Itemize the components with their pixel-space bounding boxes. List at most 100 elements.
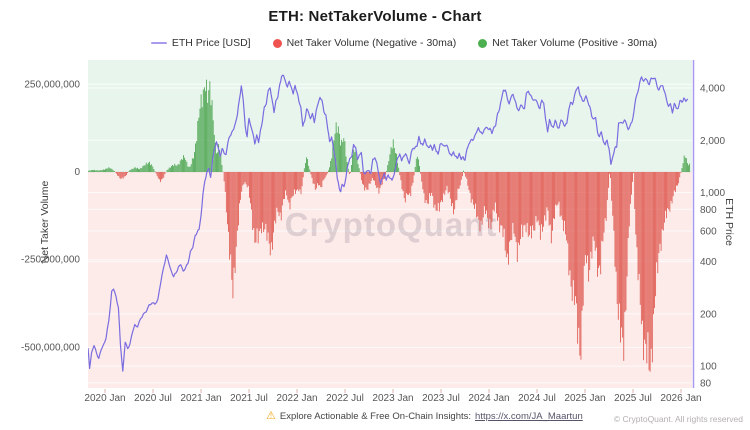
volume-bar — [521, 172, 523, 225]
volume-bar — [427, 172, 429, 204]
volume-bar — [513, 172, 515, 234]
volume-bar — [196, 141, 198, 172]
volume-bar — [200, 94, 202, 172]
volume-bar — [457, 172, 459, 189]
volume-bar — [214, 143, 216, 172]
volume-bar — [208, 90, 210, 172]
volume-bar — [256, 172, 258, 229]
volume-bar — [186, 161, 188, 172]
volume-bar — [288, 172, 290, 203]
volume-bar — [631, 172, 632, 195]
footer-link[interactable]: https://x.com/JA_Maartun — [475, 411, 583, 422]
volume-bar — [480, 172, 482, 221]
copyright-notice: © CryptoQuant. All rights reserved — [613, 414, 743, 424]
volume-bar — [194, 152, 195, 172]
volume-bar — [123, 172, 125, 177]
volume-bar — [528, 172, 530, 236]
volume-bar — [315, 172, 317, 189]
volume-bar — [93, 170, 94, 172]
volume-bar — [526, 172, 528, 224]
volume-bar — [472, 172, 474, 205]
volume-bar — [213, 134, 215, 172]
volume-bar — [109, 168, 111, 172]
volume-bar — [267, 172, 269, 233]
x-axis-tick-label: 2022 Jan — [276, 393, 317, 404]
volume-bar — [152, 166, 154, 172]
right-axis-tick-label: 4,000 — [700, 84, 725, 95]
volume-bar — [502, 172, 504, 237]
volume-bar — [302, 172, 304, 178]
volume-bar — [187, 166, 189, 172]
volume-bar — [491, 172, 493, 222]
legend-item-negative-volume[interactable]: Net Taker Volume (Negative - 30ma) — [272, 37, 456, 49]
volume-bar — [291, 172, 293, 197]
volume-bar — [410, 172, 412, 197]
volume-bar — [175, 165, 177, 172]
volume-bar — [201, 107, 203, 172]
x-axis-tick-label: 2023 Jul — [422, 393, 460, 404]
volume-bar — [164, 172, 166, 175]
volume-bar — [284, 172, 285, 199]
volume-bar — [679, 172, 681, 178]
volume-bar — [254, 172, 256, 243]
volume-bar — [624, 172, 626, 313]
volume-bar — [620, 172, 621, 343]
net-taker-volume-chart[interactable]: CryptoQuant 250,000,000 0 -250,000,000 -500,… — [0, 0, 750, 406]
volume-bar — [628, 172, 630, 227]
volume-bar — [496, 172, 497, 214]
volume-bar — [252, 172, 254, 230]
volume-bar — [141, 168, 143, 172]
volume-bar — [557, 172, 559, 205]
volume-bar — [671, 172, 673, 204]
volume-bar — [220, 154, 222, 172]
volume-bar — [649, 172, 651, 372]
volume-bar — [277, 172, 279, 212]
volume-bar — [506, 172, 508, 254]
volume-bar — [101, 170, 103, 172]
volume-bar — [171, 166, 172, 172]
volume-bar — [561, 172, 563, 220]
volume-bar — [482, 172, 484, 218]
volume-bar — [218, 144, 220, 172]
volume-bar — [203, 87, 205, 172]
volume-bar — [176, 165, 178, 172]
x-axis-tick-label: 2025 Jul — [614, 393, 652, 404]
volume-bar — [231, 172, 233, 280]
volume-bar — [243, 172, 245, 185]
volume-bar — [360, 172, 362, 181]
legend-item-eth-price[interactable]: ETH Price [USD] — [150, 37, 251, 49]
volume-bar — [420, 172, 422, 174]
volume-bar — [493, 172, 495, 212]
right-axis-tick-label: 80 — [700, 378, 712, 389]
volume-bar — [374, 172, 375, 181]
volume-bar — [544, 172, 546, 216]
volume-bar — [340, 145, 341, 172]
volume-bar — [331, 158, 333, 172]
volume-bar — [492, 172, 494, 210]
legend-item-positive-volume[interactable]: Net Taker Volume (Positive - 30ma) — [478, 37, 657, 49]
volume-bar — [137, 167, 138, 172]
volume-bar — [292, 172, 294, 196]
volume-bar — [656, 172, 658, 263]
volume-bar — [258, 172, 260, 232]
volume-bar — [566, 172, 568, 241]
volume-bar — [432, 172, 434, 197]
volume-bar — [662, 172, 664, 231]
volume-bar — [577, 172, 579, 344]
volume-bar — [261, 172, 262, 234]
x-axis-tick-label: 2026 Jan — [660, 393, 701, 404]
volume-bar — [132, 169, 134, 172]
volume-bar — [313, 172, 315, 184]
volume-bar — [590, 172, 592, 252]
volume-bar — [397, 162, 399, 172]
volume-bar — [324, 172, 326, 178]
volume-bar — [224, 172, 226, 192]
volume-bar — [499, 172, 501, 233]
volume-bar — [413, 172, 415, 176]
x-axis-tick-label: 2021 Jan — [180, 393, 221, 404]
volume-bar — [435, 172, 437, 211]
volume-bar — [475, 172, 476, 204]
volume-bar — [612, 172, 614, 216]
volume-bar — [682, 163, 684, 172]
volume-bar — [369, 172, 371, 184]
